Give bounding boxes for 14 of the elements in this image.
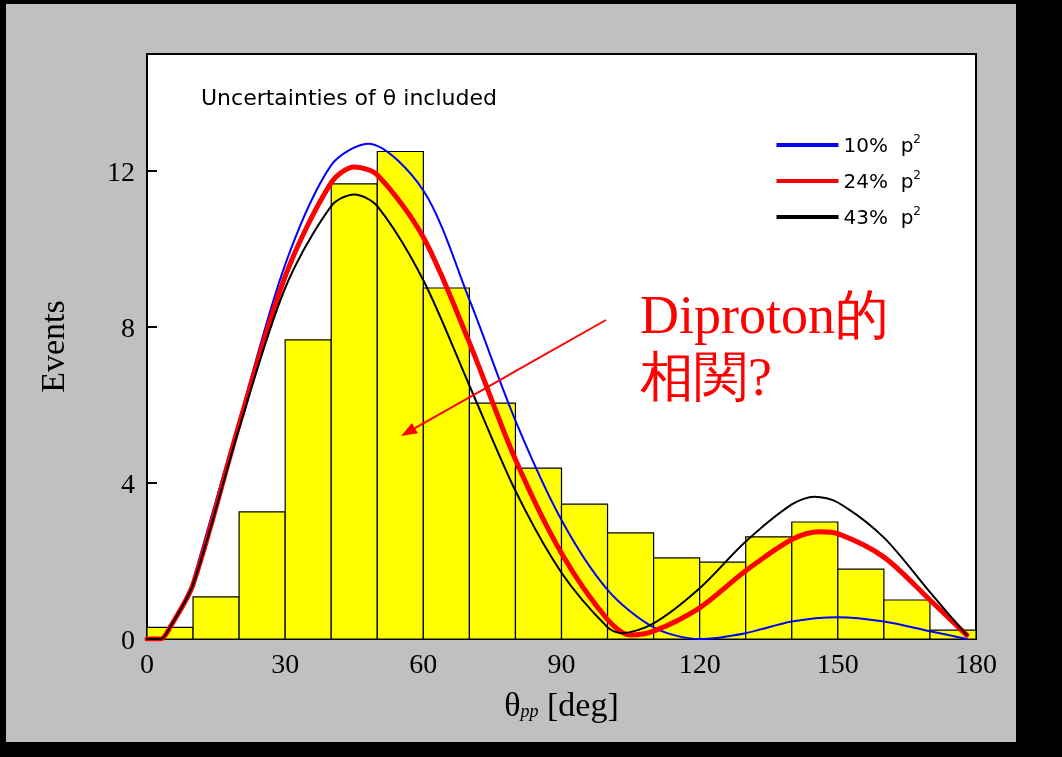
y-tick-label: 8: [121, 311, 135, 343]
y-axis-title: Events: [33, 300, 71, 393]
x-tick-label: 180: [955, 647, 997, 679]
x-tick-label: 120: [678, 647, 721, 679]
y-tick-label: 0: [121, 623, 135, 655]
x-tick-label: 60: [409, 647, 438, 679]
annotation: Uncertainties of θ included: [201, 84, 497, 110]
x-tick-label: 150: [816, 647, 859, 679]
x-tick-label: 30: [271, 647, 300, 679]
x-tick-label: 90: [547, 647, 576, 679]
y-tick-label: 12: [107, 155, 135, 187]
annotation: Diproton的相関?: [640, 285, 889, 407]
y-tick-label: 4: [121, 467, 135, 499]
x-axis-title: θpp [deg]: [504, 685, 619, 723]
